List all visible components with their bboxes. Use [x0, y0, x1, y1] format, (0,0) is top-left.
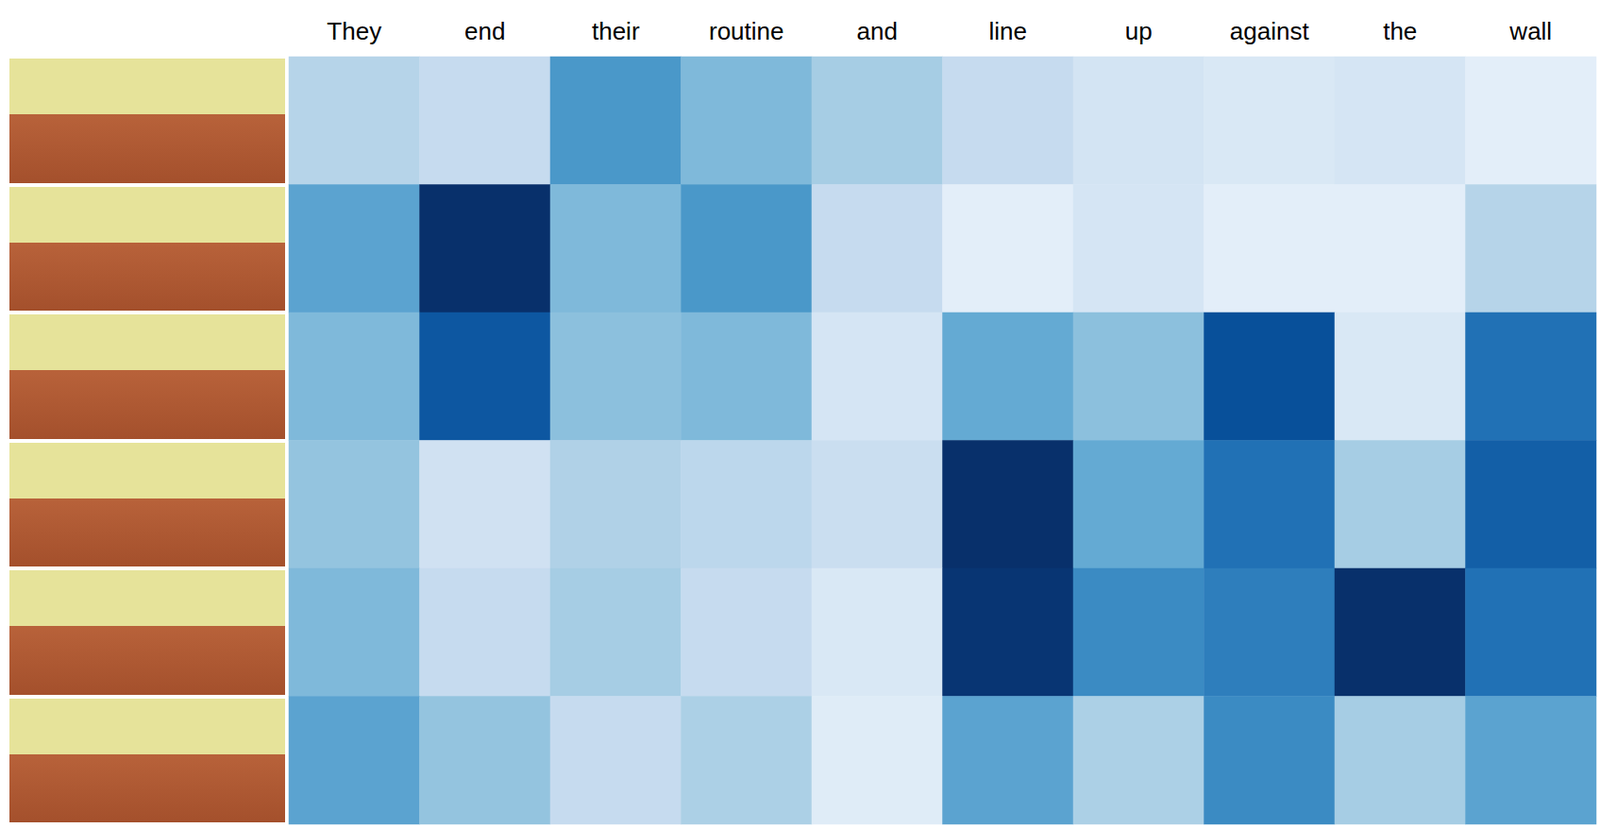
svg-text:up: up — [1125, 16, 1153, 46]
svg-text:They: They — [326, 16, 382, 46]
svg-text:line: line — [989, 16, 1028, 46]
svg-text:their: their — [591, 16, 640, 46]
svg-text:against: against — [1229, 16, 1311, 46]
svg-text:wall: wall — [1508, 16, 1552, 46]
svg-text:end: end — [464, 16, 506, 46]
svg-text:the: the — [1382, 16, 1417, 46]
svg-text:routine: routine — [708, 16, 785, 46]
svg-text:and: and — [857, 16, 898, 46]
